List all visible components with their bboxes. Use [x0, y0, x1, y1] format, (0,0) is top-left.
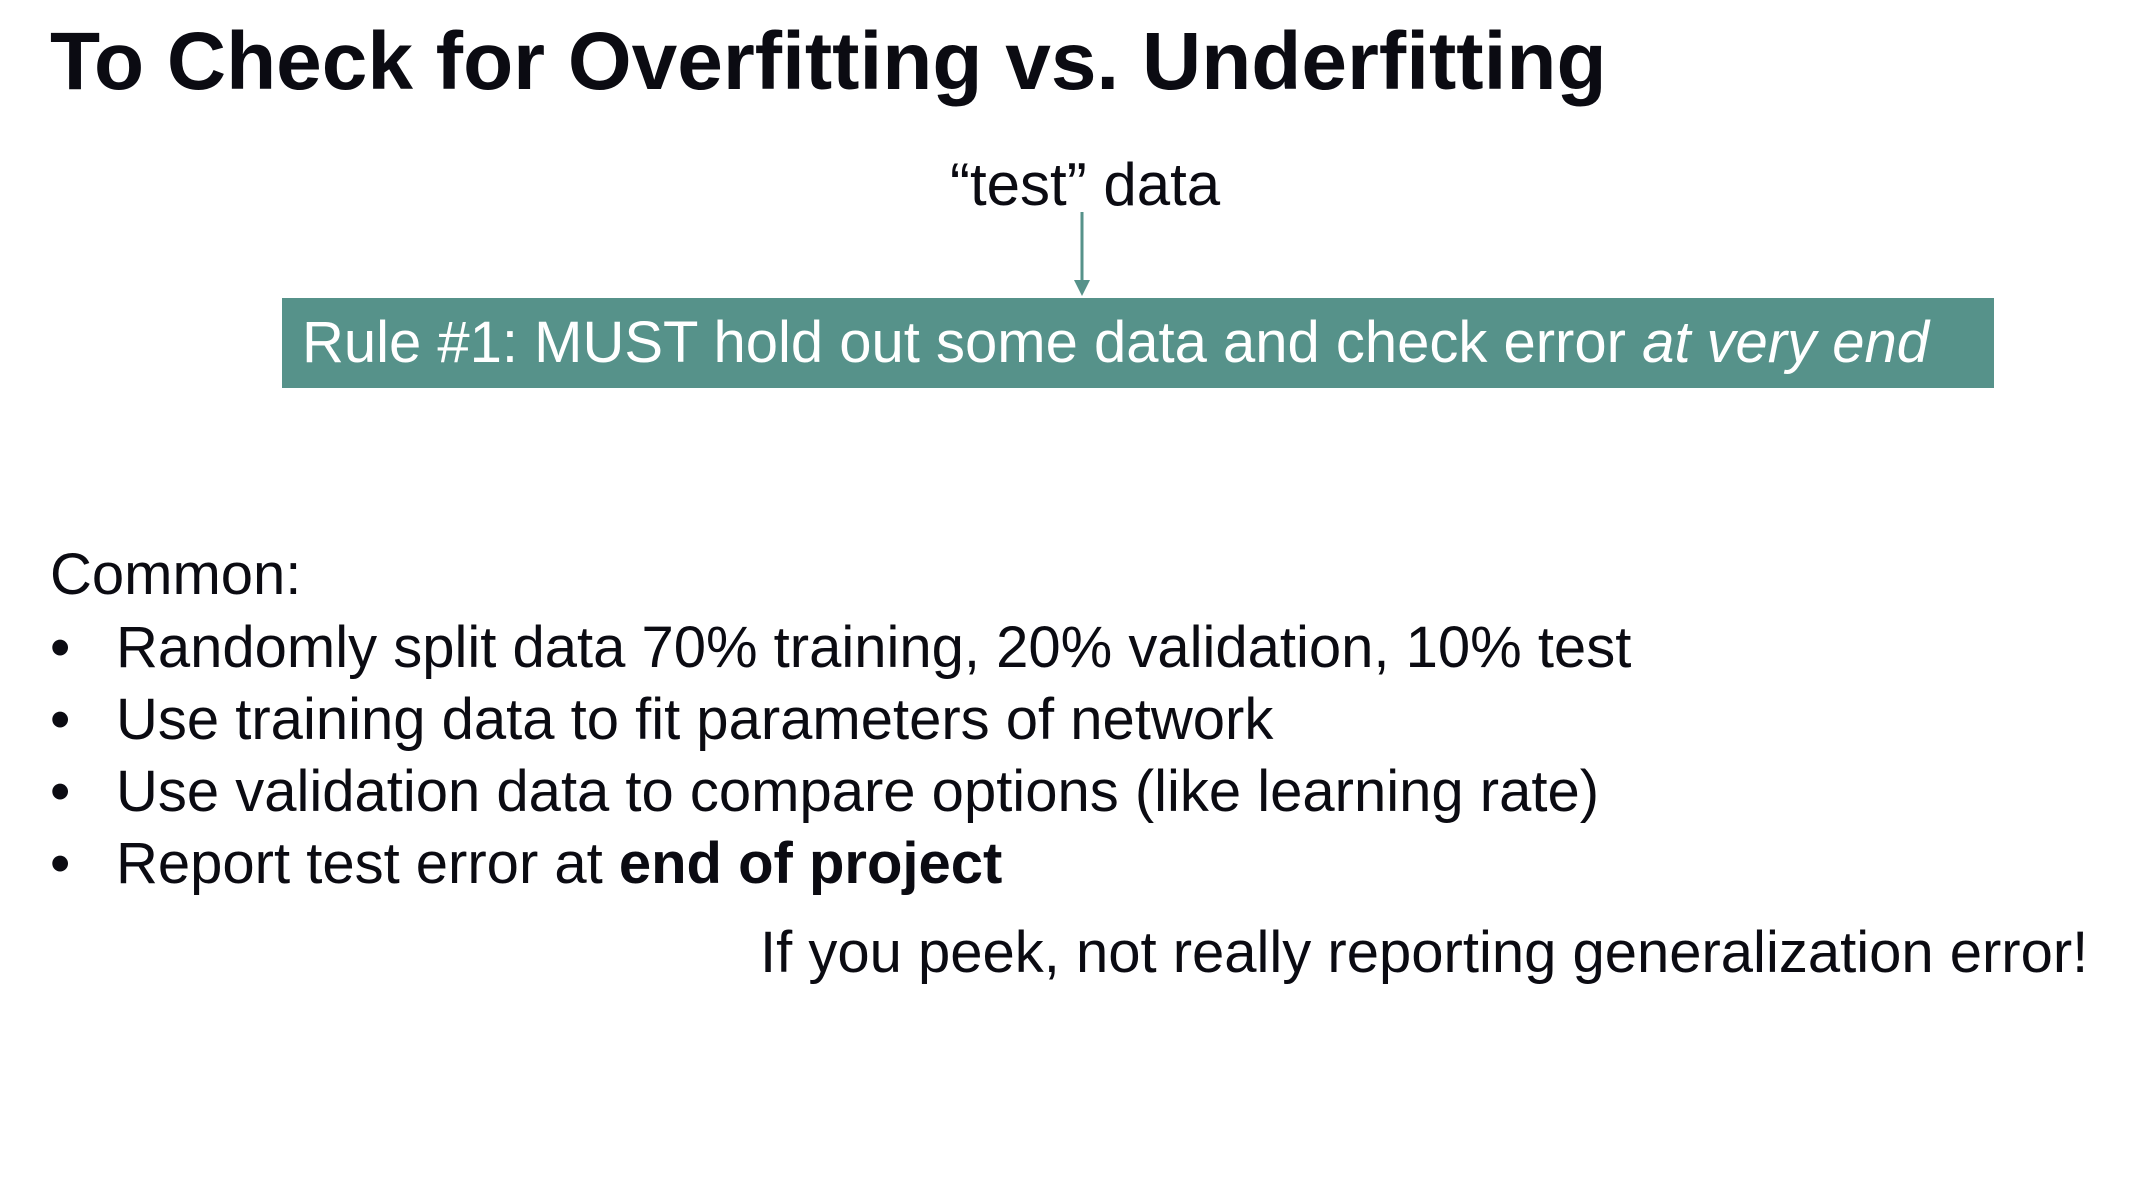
bullet-text: Use validation data to compare options (…: [116, 759, 1600, 824]
bullet-text: Randomly split data 70% training, 20% va…: [116, 615, 1632, 680]
slide-title: To Check for Overfitting vs. Underfittin…: [50, 16, 1607, 107]
list-item: • Use training data to fit parameters of…: [50, 684, 1631, 756]
bullet-icon: •: [50, 831, 71, 896]
rule-banner: Rule #1: MUST hold out some data and che…: [282, 298, 1994, 388]
test-data-label: “test” data: [950, 151, 1221, 218]
bullet-bold-text: end of project: [618, 831, 1003, 896]
bullet-text: Use training data to fit parameters of n…: [116, 687, 1274, 752]
bullet-icon: •: [50, 759, 71, 824]
bullet-list: • Randomly split data 70% training, 20% …: [50, 612, 1631, 900]
list-item: • Use validation data to compare options…: [50, 756, 1631, 828]
list-item: • Randomly split data 70% training, 20% …: [50, 612, 1631, 684]
bullet-icon: •: [50, 615, 71, 680]
bullet-text: Report test error at: [116, 831, 619, 896]
peek-note: If you peek, not really reporting genera…: [760, 920, 2089, 985]
bullet-icon: •: [50, 687, 71, 752]
down-arrow-icon: [1074, 212, 1090, 296]
common-heading: Common:: [50, 542, 302, 607]
list-item: • Report test error at end of project: [50, 828, 1631, 900]
rule-emphasis: at very end: [1642, 310, 1930, 375]
rule-text: Rule #1: MUST hold out some data and che…: [302, 310, 1643, 375]
